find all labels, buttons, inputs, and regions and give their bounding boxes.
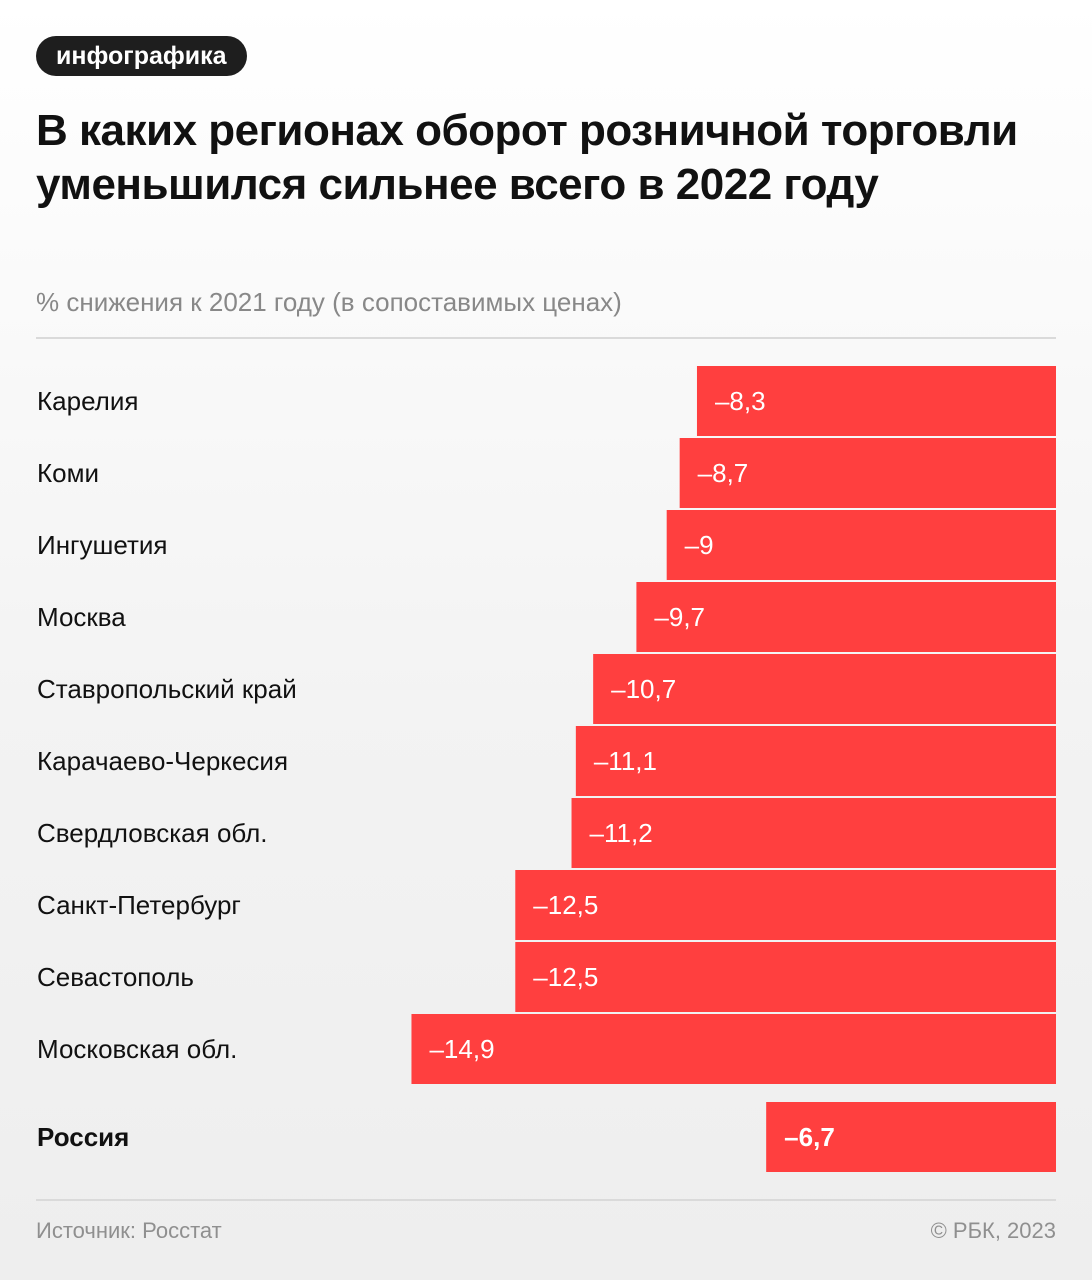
bar (411, 1014, 1057, 1084)
chart-subtitle: % снижения к 2021 году (в сопоставимых ц… (36, 287, 622, 317)
bottom-divider (36, 1199, 1056, 1201)
bar (666, 510, 1056, 580)
bar (515, 942, 1056, 1012)
value-label: –8,7 (698, 458, 749, 488)
bar-chart: Карелия –8,3 Коми –8,7 Ингушетия –9 Москва –9,7… (37, 366, 1057, 1172)
bar (571, 798, 1056, 868)
bar (766, 1102, 1056, 1172)
value-label: –8,3 (715, 386, 766, 416)
category-label: Карелия (37, 386, 138, 416)
category-label: Карачаево-Черкесия (37, 746, 288, 776)
bar (515, 870, 1056, 940)
value-label: –12,5 (533, 890, 598, 920)
category-label: Санкт-Петербург (37, 890, 241, 920)
category-tag: инфографика (36, 36, 247, 76)
value-label: –10,7 (611, 674, 676, 704)
chart-title: В каких регионах оборот розничной торгов… (36, 106, 1018, 209)
bar (636, 582, 1056, 652)
category-label: Московская обл. (37, 1034, 237, 1064)
value-label: –11,2 (590, 818, 653, 848)
value-label: –9,7 (654, 602, 705, 632)
source-note: Источник: Росстат (36, 1218, 222, 1243)
bar (593, 654, 1056, 724)
category-label: Россия (37, 1122, 129, 1152)
value-label: –9 (685, 530, 714, 560)
bar (679, 438, 1056, 508)
category-label: Свердловская обл. (37, 818, 268, 848)
category-label: Коми (37, 458, 99, 488)
category-label: Севастополь (37, 962, 194, 992)
bar (575, 726, 1056, 796)
category-label: Москва (37, 602, 126, 632)
value-label: –11,1 (594, 746, 657, 776)
category-label: Ингушетия (37, 530, 168, 560)
value-label: –12,5 (533, 962, 598, 992)
category-label: Ставропольский край (37, 674, 297, 704)
copyright-note: © РБК, 2023 (930, 1218, 1056, 1243)
value-label: –14,9 (429, 1034, 494, 1064)
value-label: –6,7 (784, 1122, 835, 1152)
bar (696, 366, 1056, 436)
top-divider (36, 337, 1056, 339)
